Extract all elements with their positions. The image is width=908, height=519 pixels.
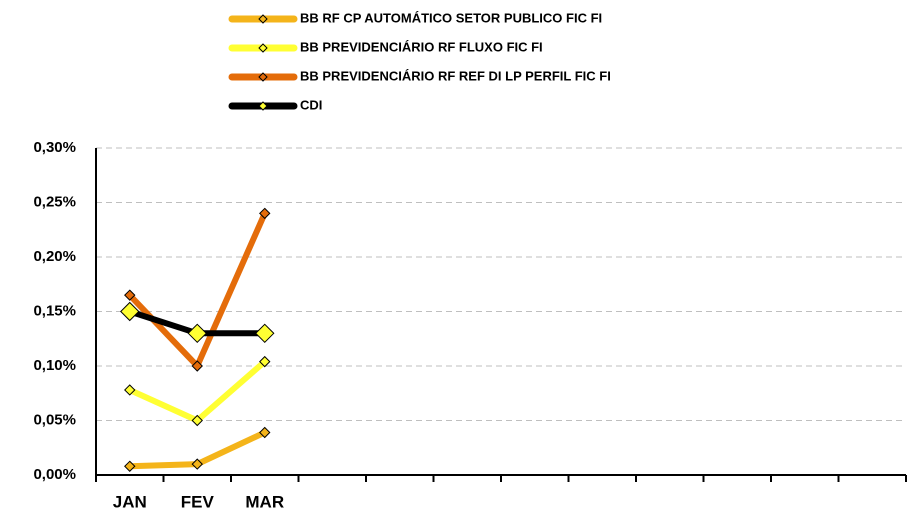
marker: [259, 426, 271, 439]
legend-marker: [258, 14, 268, 24]
y-tick-label: 0,05%: [33, 411, 76, 428]
legend-label: BB RF CP AUTOMÁTICO SETOR PUBLICO FIC FI: [300, 10, 602, 25]
legend-marker: [258, 72, 268, 82]
marker: [259, 207, 271, 220]
marker: [255, 323, 275, 344]
y-tick-label: 0,25%: [33, 193, 76, 210]
marker: [124, 460, 136, 472]
marker: [124, 384, 136, 396]
marker: [187, 323, 207, 344]
legend-marker: [258, 43, 268, 53]
legend-marker: [258, 101, 268, 111]
x-tick-label: FEV: [181, 492, 215, 511]
marker: [191, 360, 203, 372]
marker: [120, 301, 140, 322]
legend-label: CDI: [300, 97, 322, 112]
marker: [259, 355, 271, 368]
x-tick-label: MAR: [245, 492, 284, 511]
marker: [191, 458, 203, 470]
y-tick-label: 0,10%: [33, 357, 76, 374]
marker: [191, 414, 203, 427]
x-tick-label: JAN: [113, 492, 147, 511]
y-tick-label: 0,00%: [33, 466, 76, 483]
series-line: [127, 212, 268, 369]
marker: [124, 289, 136, 301]
y-tick-label: 0,20%: [33, 248, 76, 265]
legend-label: BB PREVIDENCIÁRIO RF REF DI LP PERFIL FI…: [300, 68, 611, 83]
y-tick-label: 0,30%: [33, 139, 76, 156]
y-tick-label: 0,15%: [33, 302, 76, 319]
legend-label: BB PREVIDENCIÁRIO RF FLUXO FIC FI: [300, 39, 543, 54]
